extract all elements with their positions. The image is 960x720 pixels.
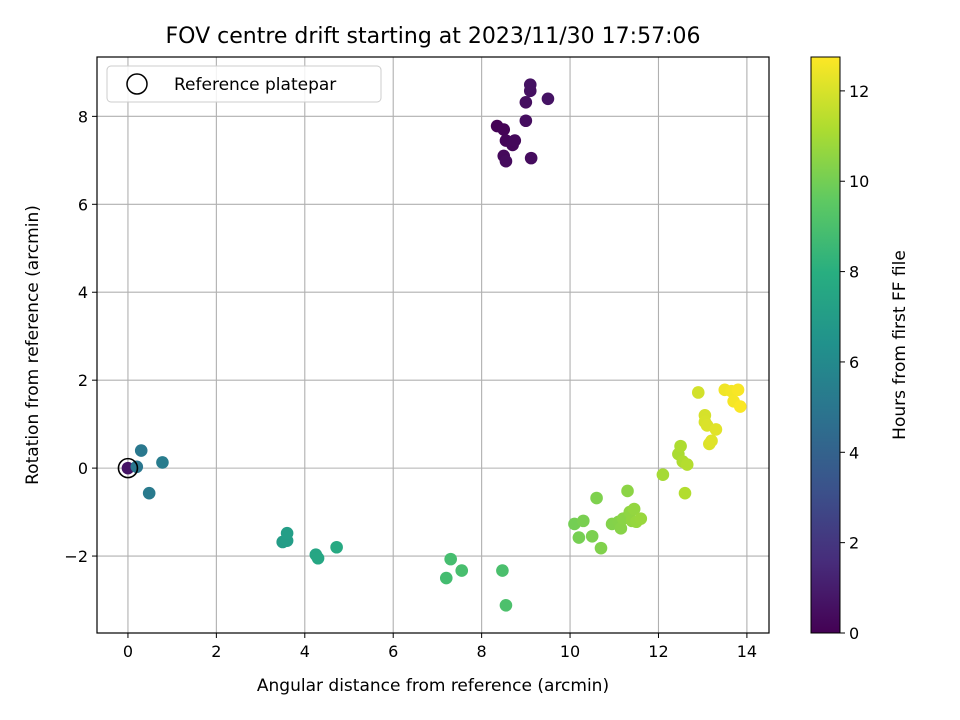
data-point bbox=[621, 484, 634, 498]
data-point bbox=[524, 151, 538, 165]
data-point bbox=[541, 92, 555, 106]
data-point bbox=[455, 564, 469, 577]
data-point bbox=[627, 502, 641, 516]
data-point bbox=[142, 486, 156, 500]
data-point bbox=[691, 386, 705, 399]
colorbar-ticks: 0 2 4 6 8 10 12 bbox=[840, 82, 869, 643]
data-point bbox=[577, 514, 590, 528]
chart-title: FOV centre drift starting at 2023/11/30 … bbox=[166, 24, 701, 49]
x-tick-label: 0 bbox=[123, 642, 133, 661]
data-point bbox=[678, 486, 692, 500]
colorbar-tick-label: 6 bbox=[849, 353, 859, 372]
data-point bbox=[497, 123, 511, 136]
data-point bbox=[614, 522, 628, 535]
data-point bbox=[330, 540, 343, 554]
data-point bbox=[731, 383, 745, 397]
scatter-points bbox=[117, 78, 747, 612]
data-point bbox=[585, 529, 599, 543]
x-tick-label: 14 bbox=[737, 642, 757, 661]
data-point bbox=[156, 456, 169, 469]
data-point bbox=[656, 468, 670, 482]
axis-ticks: 0 2 4 6 8 10 12 14 −2 0 2 4 6 8 bbox=[64, 107, 757, 661]
colorbar-tick-label: 8 bbox=[849, 263, 859, 282]
x-tick-label: 8 bbox=[477, 642, 487, 661]
y-tick-label: 0 bbox=[78, 459, 88, 478]
data-point bbox=[674, 439, 687, 453]
legend-box bbox=[106, 65, 382, 103]
data-point bbox=[590, 491, 603, 505]
data-point bbox=[499, 598, 513, 612]
x-tick-label: 12 bbox=[648, 642, 668, 661]
x-tick-label: 10 bbox=[560, 642, 580, 661]
data-point bbox=[134, 444, 148, 457]
data-point bbox=[523, 78, 537, 92]
data-point bbox=[519, 95, 533, 109]
data-point bbox=[594, 541, 608, 555]
legend-marker-reference bbox=[126, 73, 148, 95]
data-point bbox=[680, 458, 694, 471]
data-point bbox=[508, 134, 522, 147]
data-point bbox=[444, 552, 457, 566]
colorbar-gradient bbox=[810, 56, 841, 634]
data-point bbox=[519, 114, 533, 128]
x-tick-label: 6 bbox=[388, 642, 398, 661]
y-axis-label: Rotation from reference (arcmin) bbox=[23, 205, 43, 485]
data-point bbox=[439, 571, 453, 585]
colorbar-label: Hours from first FF file bbox=[890, 250, 910, 440]
data-point bbox=[634, 512, 648, 525]
reference-platepar-marker bbox=[117, 457, 139, 479]
colorbar-tick-label: 2 bbox=[849, 534, 859, 553]
y-tick-label: 8 bbox=[78, 107, 88, 126]
colorbar: 0 2 4 6 8 10 12 Hours from first FF file bbox=[810, 56, 910, 643]
colorbar-tick-label: 0 bbox=[849, 624, 859, 643]
legend: Reference platepar bbox=[106, 65, 382, 103]
x-tick-label: 2 bbox=[211, 642, 221, 661]
data-point bbox=[733, 400, 747, 413]
y-tick-label: 4 bbox=[78, 283, 88, 302]
x-tick-label: 4 bbox=[300, 642, 310, 661]
x-axis-label: Angular distance from reference (arcmin) bbox=[257, 676, 609, 696]
legend-entry-reference: Reference platepar bbox=[174, 75, 336, 95]
y-tick-label: −2 bbox=[64, 547, 88, 566]
data-point bbox=[705, 434, 718, 448]
plot-area-frame bbox=[96, 56, 770, 634]
data-point bbox=[709, 423, 723, 436]
data-point bbox=[499, 154, 513, 168]
data-point bbox=[496, 564, 509, 577]
data-point bbox=[311, 551, 325, 565]
colorbar-tick-label: 10 bbox=[849, 172, 869, 191]
colorbar-tick-label: 4 bbox=[849, 443, 859, 462]
y-tick-label: 6 bbox=[78, 195, 88, 214]
grid bbox=[97, 57, 769, 633]
data-point bbox=[280, 526, 294, 540]
data-point bbox=[572, 531, 586, 544]
colorbar-tick-label: 12 bbox=[849, 82, 869, 101]
y-tick-label: 2 bbox=[78, 371, 88, 390]
